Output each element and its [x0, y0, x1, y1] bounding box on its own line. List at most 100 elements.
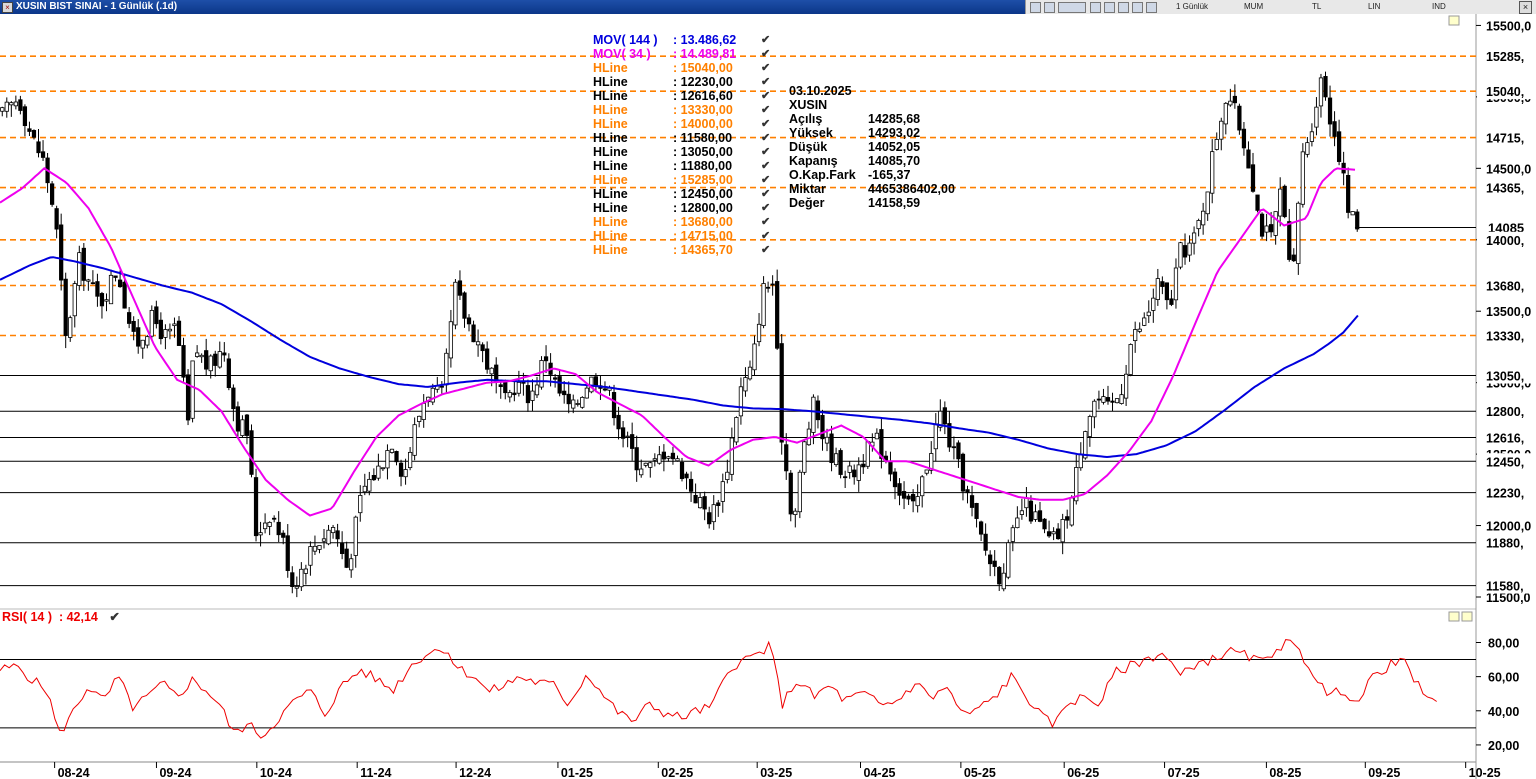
checkmark-icon[interactable]: ✔: [761, 244, 771, 256]
edit-icon[interactable]: [1118, 2, 1129, 13]
candle: [516, 382, 521, 394]
candle: [59, 224, 64, 281]
candle: [1323, 76, 1328, 98]
price-chart[interactable]: 14085 15500,015000,014500,014000,013500,…: [0, 14, 1536, 779]
indicator-legend-row[interactable]: HLine: 14000,00 ✔: [593, 117, 770, 131]
indicator-legend-row[interactable]: HLine: 12800,00 ✔: [593, 201, 770, 215]
candle: [1056, 528, 1061, 540]
checkmark-icon[interactable]: ✔: [761, 90, 771, 102]
indicator-legend-row[interactable]: HLine: 11580,00 ✔: [593, 131, 770, 145]
candle: [707, 512, 712, 525]
checkmark-icon[interactable]: ✔: [761, 48, 771, 60]
hline-label: 15040,: [1486, 85, 1524, 99]
info-value: 14052,05: [868, 140, 921, 154]
checkmark-icon[interactable]: ✔: [761, 34, 771, 46]
rsi-pane-restore-icon[interactable]: [1448, 611, 1460, 622]
indicator-legend-row[interactable]: HLine: 14715,00 ✔: [593, 229, 770, 243]
indicator-legend-row[interactable]: HLine: 15285,00 ✔: [593, 173, 770, 187]
checkmark-icon[interactable]: ✔: [109, 610, 120, 624]
scale-selector[interactable]: LIN: [1368, 2, 1381, 11]
indicator-legend-row[interactable]: HLine: 11880,00 ✔: [593, 159, 770, 173]
candle: [1205, 191, 1210, 215]
close-icon[interactable]: ×: [1519, 1, 1532, 14]
checkmark-icon[interactable]: ✔: [761, 104, 771, 116]
candle: [847, 465, 852, 473]
indicator-value: : 14365,70: [673, 243, 733, 257]
candle: [988, 554, 993, 565]
candle: [1332, 121, 1337, 137]
candle: [272, 517, 277, 520]
indicator-legend-row[interactable]: HLine: 14365,70 ✔: [593, 243, 770, 257]
candle: [294, 586, 299, 589]
candle: [1119, 394, 1124, 404]
candle: [1146, 311, 1151, 317]
candle: [920, 476, 925, 497]
candle: [131, 320, 136, 332]
hline-label: 12230,: [1486, 487, 1524, 501]
candle: [938, 410, 943, 428]
info-label: Değer: [789, 196, 825, 210]
candle: [407, 451, 413, 469]
checkmark-icon[interactable]: ✔: [761, 202, 771, 214]
checkmark-icon[interactable]: ✔: [761, 216, 771, 228]
candle: [1250, 164, 1256, 192]
drawing-icon[interactable]: [1104, 2, 1115, 13]
checkmark-icon[interactable]: ✔: [761, 132, 771, 144]
checkmark-icon[interactable]: ✔: [761, 76, 771, 88]
checkmark-icon[interactable]: ✔: [761, 62, 771, 74]
indicator-legend-row[interactable]: HLine: 13330,00 ✔: [593, 103, 770, 117]
indicator-legend-row[interactable]: HLine: 15040,00 ✔: [593, 61, 770, 75]
candle: [244, 414, 250, 436]
indicator-legend-row[interactable]: HLine: 12230,00 ✔: [593, 75, 770, 89]
cursor-icon[interactable]: [1044, 2, 1055, 13]
candle: [276, 521, 281, 536]
candle: [1278, 188, 1283, 217]
print-icon[interactable]: [1146, 2, 1157, 13]
candle: [231, 387, 236, 410]
candle: [475, 341, 481, 346]
indicator-legend-row[interactable]: HLine: 12450,00 ✔: [593, 187, 770, 201]
candle: [1024, 497, 1029, 509]
settings-icon[interactable]: [1132, 2, 1143, 13]
candle: [897, 483, 902, 496]
candle: [208, 355, 213, 372]
zoom-icon[interactable]: [1030, 2, 1041, 13]
candle: [942, 407, 947, 425]
indicator-selector[interactable]: IND: [1432, 2, 1446, 11]
currency-selector[interactable]: TL: [1312, 2, 1322, 11]
checkmark-icon[interactable]: ✔: [761, 188, 771, 200]
candle: [1259, 213, 1265, 237]
candle: [54, 208, 59, 230]
app-icon[interactable]: ×: [2, 2, 13, 13]
indicator-legend-row[interactable]: HLine: 12616,60 ✔: [593, 89, 770, 103]
candle: [240, 419, 245, 436]
checkmark-icon[interactable]: ✔: [761, 174, 771, 186]
palette-icon[interactable]: [1090, 2, 1101, 13]
indicator-legend-row[interactable]: HLine: 13050,00 ✔: [593, 145, 770, 159]
info-value: 14158,59: [868, 196, 921, 210]
candle: [1219, 120, 1224, 140]
checkmark-icon[interactable]: ✔: [761, 146, 771, 158]
indicator-legend-row[interactable]: HLine: 13680,00 ✔: [593, 215, 770, 229]
checkmark-icon[interactable]: ✔: [761, 118, 771, 130]
x-tick-label: 01-25: [561, 766, 593, 779]
info-label: Düşük: [789, 140, 828, 154]
candle: [580, 397, 585, 408]
price-pane-restore-icon[interactable]: [1448, 15, 1460, 26]
toolbar-dropdown-icon[interactable]: [1058, 2, 1086, 13]
candle: [1001, 572, 1006, 590]
indicator-legend-row[interactable]: MOV( 34 ): 14.489,81 ✔: [593, 47, 770, 61]
period-selector[interactable]: 1 Günlük: [1176, 2, 1209, 11]
hline-label: 11580,: [1486, 580, 1524, 594]
candle: [9, 102, 14, 106]
candle: [1237, 105, 1242, 131]
candle: [1015, 517, 1020, 529]
chart-type-selector[interactable]: MUM: [1244, 2, 1264, 11]
checkmark-icon[interactable]: ✔: [761, 160, 771, 172]
checkmark-icon[interactable]: ✔: [761, 230, 771, 242]
indicator-legend-row[interactable]: MOV( 144 ): 13.486,62 ✔: [593, 33, 770, 47]
candle: [113, 275, 118, 278]
candle: [856, 464, 861, 481]
candle: [253, 477, 259, 537]
rsi-pane-close-icon[interactable]: [1461, 611, 1473, 622]
